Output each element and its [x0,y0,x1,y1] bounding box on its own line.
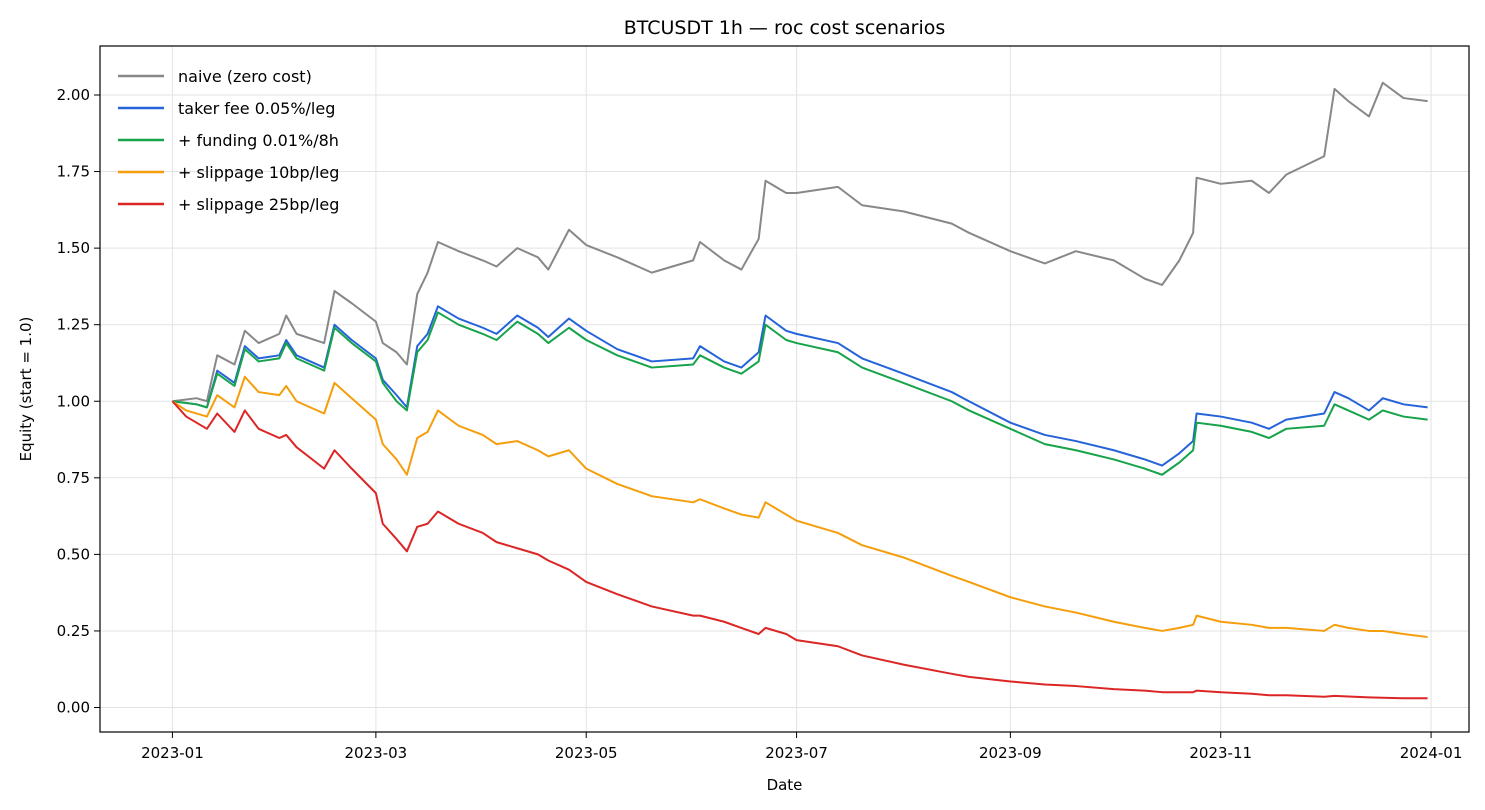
y-tick-label: 0.25 [57,622,90,640]
y-tick-label: 2.00 [57,86,90,104]
y-tick-label: 1.00 [57,392,90,410]
x-tick-label: 2023-01 [141,744,204,762]
axis-ticks: 2023-01 2023-03 2023-05 2023-07 2023-09 2023-… [57,86,1463,762]
x-tick-label: 2023-03 [345,744,408,762]
series-lines [171,81,1428,700]
x-axis-title: Date [767,776,803,794]
x-tick-label: 2023-11 [1189,744,1252,762]
chart-title: BTCUSDT 1h — roc cost scenarios [624,17,946,39]
y-tick-label: 1.25 [57,316,90,334]
x-tick-label: 2024-01 [1400,744,1463,762]
legend-label-0: naive (zero cost) [178,67,312,86]
y-tick-label: 1.50 [57,239,90,257]
x-tick-label: 2023-09 [979,744,1042,762]
x-tick-label: 2023-07 [765,744,828,762]
plot-frame [99,45,1470,733]
x-tick-label: 2023-05 [555,744,618,762]
series-line-4 [171,400,1428,700]
series-line-3 [171,375,1428,639]
series-line-0 [172,81,1428,403]
series-line-2 [172,311,1428,476]
y-axis-title: Equity (start = 1.0) [17,317,35,462]
legend-label-1: taker fee 0.05%/leg [178,99,335,118]
legend-label-4: + slippage 25bp/leg [178,195,339,214]
y-tick-label: 0.75 [57,469,90,487]
y-tick-label: 0.00 [57,699,90,717]
legend-label-2: + funding 0.01%/8h [178,131,339,150]
y-tick-label: 0.50 [57,545,90,563]
legend: naive (zero cost) taker fee 0.05%/leg + fu… [118,67,339,214]
legend-label-3: + slippage 10bp/leg [178,163,339,182]
y-tick-label: 1.75 [57,163,90,181]
